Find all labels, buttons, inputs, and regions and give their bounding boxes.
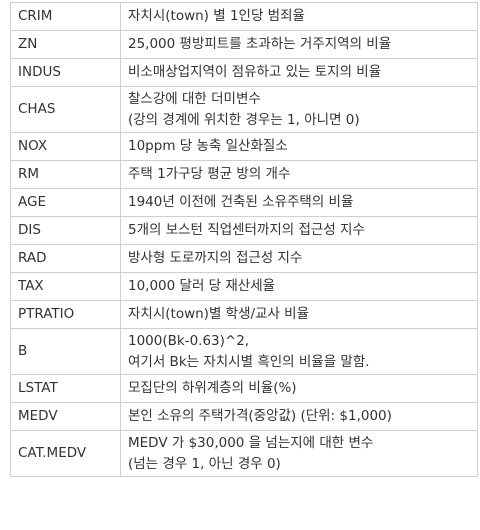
table-row: CRIM 자치시(town) 별 1인당 범죄율 (10, 2, 478, 31)
variable-description-cell: 비소매상업지역이 점유하고 있는 토지의 비율 (120, 58, 478, 87)
variable-name-cell: RM (10, 160, 121, 189)
variable-name-cell: PTRATIO (10, 300, 121, 329)
description-line: (넘는 경우 1, 아닌 경우 0) (128, 455, 281, 472)
variable-description-cell: 10ppm 당 농축 일산화질소 (120, 132, 478, 161)
variable-name-cell: B (10, 328, 121, 375)
description-line: 주택 1가구당 평균 방의 개수 (128, 166, 291, 182)
table-row: CHAS 찰스강에 대한 더미변수 (강의 경계에 위치한 경우는 1, 아니면 0… (10, 86, 478, 133)
table-row: DIS 5개의 보스턴 직업센터까지의 접근성 지수 (10, 216, 478, 245)
description-line: 여기서 Bk는 자치시별 흑인의 비율을 말함. (128, 353, 370, 370)
description-line: 1940년 이전에 건축된 소유주택의 비율 (128, 194, 354, 210)
table-row: RAD 방사형 도로까지의 접근성 지수 (10, 244, 478, 273)
description-line: 25,000 평방피트를 초과하는 거주지역의 비율 (128, 36, 392, 52)
variable-table-container: CRIM 자치시(town) 별 1인당 범죄율 ZN 25,000 평방피트를 초과… (10, 2, 478, 477)
description-line: 10ppm 당 농축 일산화질소 (128, 138, 288, 154)
variable-description-cell: 25,000 평방피트를 초과하는 거주지역의 비율 (120, 30, 478, 59)
variable-description-cell: 본인 소유의 주택가격(중앙값) (단위: $1,000) (120, 402, 478, 431)
table-row: CAT.MEDV MEDV 가 $30,000 을 넘는지에 대한 변수 (넘는 경… (10, 430, 478, 477)
variable-description-cell: 찰스강에 대한 더미변수 (강의 경계에 위치한 경우는 1, 아니면 0) (120, 86, 478, 133)
table-row: PTRATIO 자치시(town)별 학생/교사 비율 (10, 300, 478, 329)
variable-description-cell: 1000(Bk-0.63)^2, 여기서 Bk는 자치시별 흑인의 비율을 말함. (120, 328, 478, 375)
table-row: LSTAT 모집단의 하위계층의 비율(%) (10, 374, 478, 403)
variable-description-cell: 5개의 보스턴 직업센터까지의 접근성 지수 (120, 216, 478, 245)
variable-name-cell: NOX (10, 132, 121, 161)
variable-name-cell: RAD (10, 244, 121, 273)
variable-name-cell: CRIM (10, 2, 121, 31)
variable-description-cell: 자치시(town) 별 1인당 범죄율 (120, 2, 478, 31)
variable-name-cell: DIS (10, 216, 121, 245)
description-line: 5개의 보스턴 직업센터까지의 접근성 지수 (128, 222, 365, 238)
description-line: 모집단의 하위계층의 비율(%) (128, 380, 297, 396)
variable-name-cell: AGE (10, 188, 121, 217)
table-row: TAX 10,000 달러 당 재산세율 (10, 272, 478, 301)
table-row: ZN 25,000 평방피트를 초과하는 거주지역의 비율 (10, 30, 478, 59)
description-line: 자치시(town)별 학생/교사 비율 (128, 306, 310, 322)
description-line: 비소매상업지역이 점유하고 있는 토지의 비율 (128, 64, 382, 80)
description-line: 1000(Bk-0.63)^2, (128, 332, 250, 349)
variable-name-cell: TAX (10, 272, 121, 301)
table-row: MEDV 본인 소유의 주택가격(중앙값) (단위: $1,000) (10, 402, 478, 431)
variable-name-cell: INDUS (10, 58, 121, 87)
table-row: B 1000(Bk-0.63)^2, 여기서 Bk는 자치시별 흑인의 비율을 말함… (10, 328, 478, 375)
variable-name-cell: MEDV (10, 402, 121, 431)
variable-description-cell: 10,000 달러 당 재산세율 (120, 272, 478, 301)
variable-name-cell: CHAS (10, 86, 121, 133)
table-row: RM 주택 1가구당 평균 방의 개수 (10, 160, 478, 189)
description-line: 10,000 달러 당 재산세율 (128, 278, 276, 294)
description-line: 방사형 도로까지의 접근성 지수 (128, 250, 303, 266)
variable-table: CRIM 자치시(town) 별 1인당 범죄율 ZN 25,000 평방피트를 초과… (10, 2, 478, 477)
table-row: NOX 10ppm 당 농축 일산화질소 (10, 132, 478, 161)
variable-name-cell: CAT.MEDV (10, 430, 121, 477)
description-line: MEDV 가 $30,000 을 넘는지에 대한 변수 (128, 434, 374, 451)
variable-description-cell: 1940년 이전에 건축된 소유주택의 비율 (120, 188, 478, 217)
variable-name-cell: ZN (10, 30, 121, 59)
variable-table-body: CRIM 자치시(town) 별 1인당 범죄율 ZN 25,000 평방피트를 초과… (10, 2, 478, 477)
variable-description-cell: 모집단의 하위계층의 비율(%) (120, 374, 478, 403)
table-row: INDUS 비소매상업지역이 점유하고 있는 토지의 비율 (10, 58, 478, 87)
variable-description-cell: 방사형 도로까지의 접근성 지수 (120, 244, 478, 273)
variable-description-cell: 자치시(town)별 학생/교사 비율 (120, 300, 478, 329)
variable-description-cell: 주택 1가구당 평균 방의 개수 (120, 160, 478, 189)
variable-description-cell: MEDV 가 $30,000 을 넘는지에 대한 변수 (넘는 경우 1, 아닌 … (120, 430, 478, 477)
description-line: 본인 소유의 주택가격(중앙값) (단위: $1,000) (128, 408, 392, 424)
table-row: AGE 1940년 이전에 건축된 소유주택의 비율 (10, 188, 478, 217)
description-line: (강의 경계에 위치한 경우는 1, 아니면 0) (128, 111, 360, 128)
description-line: 자치시(town) 별 1인당 범죄율 (128, 8, 305, 24)
variable-name-cell: LSTAT (10, 374, 121, 403)
description-line: 찰스강에 대한 더미변수 (128, 90, 261, 107)
